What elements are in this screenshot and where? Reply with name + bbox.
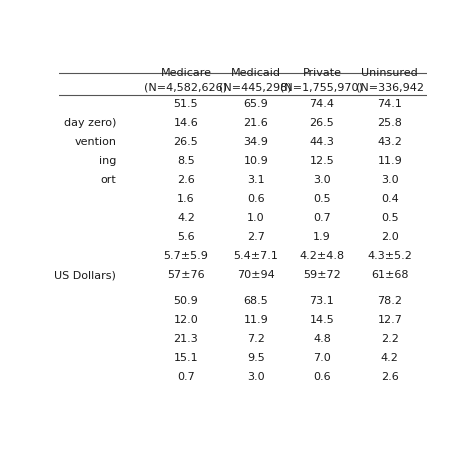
Text: 11.9: 11.9 xyxy=(377,156,402,166)
Text: ort: ort xyxy=(100,175,116,185)
Text: 14.5: 14.5 xyxy=(310,315,334,325)
Text: 73.1: 73.1 xyxy=(310,296,334,306)
Text: 1.6: 1.6 xyxy=(177,194,195,204)
Text: 3.0: 3.0 xyxy=(381,175,399,185)
Text: 5.7±5.9: 5.7±5.9 xyxy=(164,251,209,261)
Text: 50.9: 50.9 xyxy=(173,296,198,306)
Text: 44.3: 44.3 xyxy=(310,137,334,147)
Text: 26.5: 26.5 xyxy=(173,137,198,147)
Text: 34.9: 34.9 xyxy=(243,137,268,147)
Text: 8.5: 8.5 xyxy=(177,156,195,166)
Text: 0.6: 0.6 xyxy=(313,372,331,382)
Text: 43.2: 43.2 xyxy=(377,137,402,147)
Text: 26.5: 26.5 xyxy=(310,118,334,128)
Text: 0.6: 0.6 xyxy=(247,194,264,204)
Text: 25.8: 25.8 xyxy=(377,118,402,128)
Text: 4.8: 4.8 xyxy=(313,334,331,344)
Text: 70±94: 70±94 xyxy=(237,270,274,280)
Text: 3.0: 3.0 xyxy=(247,372,264,382)
Text: 0.7: 0.7 xyxy=(177,372,195,382)
Text: 5.6: 5.6 xyxy=(177,232,195,242)
Text: Uninsured: Uninsured xyxy=(362,68,418,78)
Text: 74.4: 74.4 xyxy=(310,100,334,109)
Text: 9.5: 9.5 xyxy=(247,353,264,363)
Text: Medicaid: Medicaid xyxy=(231,68,281,78)
Text: 1.0: 1.0 xyxy=(247,213,264,223)
Text: 2.7: 2.7 xyxy=(247,232,264,242)
Text: 2.6: 2.6 xyxy=(381,372,399,382)
Text: 4.2±4.8: 4.2±4.8 xyxy=(300,251,345,261)
Text: Private: Private xyxy=(302,68,341,78)
Text: US Dollars): US Dollars) xyxy=(55,270,116,280)
Text: 68.5: 68.5 xyxy=(244,296,268,306)
Text: 3.0: 3.0 xyxy=(313,175,331,185)
Text: Medicare: Medicare xyxy=(161,68,211,78)
Text: 51.5: 51.5 xyxy=(173,100,198,109)
Text: (N=4,582,626): (N=4,582,626) xyxy=(145,82,228,92)
Text: 14.6: 14.6 xyxy=(173,118,198,128)
Text: (N=1,755,970): (N=1,755,970) xyxy=(281,82,364,92)
Text: 4.3±5.2: 4.3±5.2 xyxy=(367,251,412,261)
Text: 21.6: 21.6 xyxy=(244,118,268,128)
Text: 7.2: 7.2 xyxy=(247,334,264,344)
Text: 2.0: 2.0 xyxy=(381,232,399,242)
Text: 0.5: 0.5 xyxy=(313,194,331,204)
Text: 61±68: 61±68 xyxy=(371,270,409,280)
Text: 2.2: 2.2 xyxy=(381,334,399,344)
Text: 3.1: 3.1 xyxy=(247,175,264,185)
Text: day zero): day zero) xyxy=(64,118,116,128)
Text: ing: ing xyxy=(99,156,116,166)
Text: 11.9: 11.9 xyxy=(244,315,268,325)
Text: (N=336,942: (N=336,942 xyxy=(356,82,424,92)
Text: 12.5: 12.5 xyxy=(310,156,334,166)
Text: 7.0: 7.0 xyxy=(313,353,331,363)
Text: 21.3: 21.3 xyxy=(173,334,198,344)
Text: 59±72: 59±72 xyxy=(303,270,341,280)
Text: 5.4±7.1: 5.4±7.1 xyxy=(233,251,278,261)
Text: 15.1: 15.1 xyxy=(173,353,198,363)
Text: 2.6: 2.6 xyxy=(177,175,195,185)
Text: 10.9: 10.9 xyxy=(244,156,268,166)
Text: (N=445,298): (N=445,298) xyxy=(219,82,292,92)
Text: 12.0: 12.0 xyxy=(173,315,198,325)
Text: 1.9: 1.9 xyxy=(313,232,331,242)
Text: 65.9: 65.9 xyxy=(244,100,268,109)
Text: 4.2: 4.2 xyxy=(177,213,195,223)
Text: 4.2: 4.2 xyxy=(381,353,399,363)
Text: 78.2: 78.2 xyxy=(377,296,402,306)
Text: 74.1: 74.1 xyxy=(377,100,402,109)
Text: 57±76: 57±76 xyxy=(167,270,205,280)
Text: 12.7: 12.7 xyxy=(377,315,402,325)
Text: 0.5: 0.5 xyxy=(381,213,399,223)
Text: 0.4: 0.4 xyxy=(381,194,399,204)
Text: 0.7: 0.7 xyxy=(313,213,331,223)
Text: vention: vention xyxy=(74,137,116,147)
